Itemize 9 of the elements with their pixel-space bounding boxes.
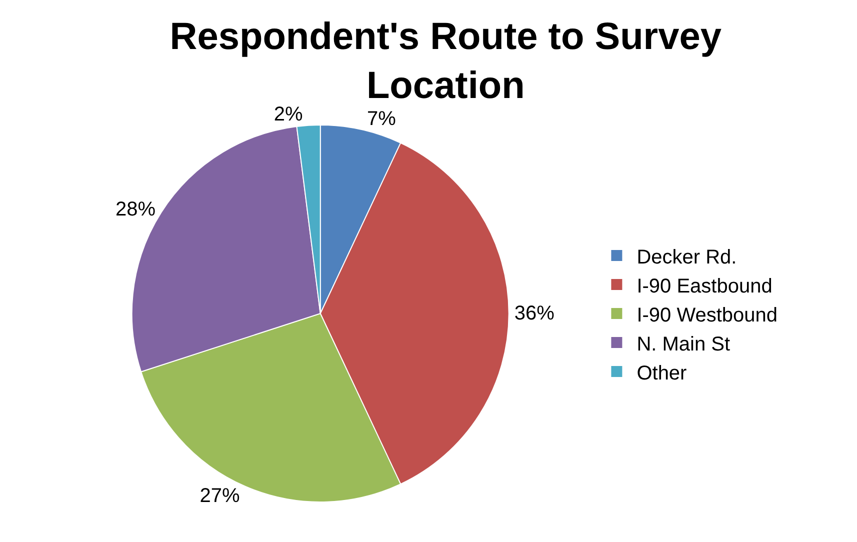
legend-label: I-90 Westbound: [636, 304, 778, 326]
data-label: 27%: [200, 484, 240, 507]
data-label: 36%: [514, 302, 555, 324]
legend-label: Other: [636, 362, 688, 384]
data-label: 28%: [115, 198, 156, 220]
legend-label: Decker Rd.: [636, 246, 737, 268]
legend-label: N. Main St: [636, 333, 731, 356]
legend-label: I-90 Eastbound: [636, 275, 772, 298]
data-label: 7%: [366, 108, 396, 130]
